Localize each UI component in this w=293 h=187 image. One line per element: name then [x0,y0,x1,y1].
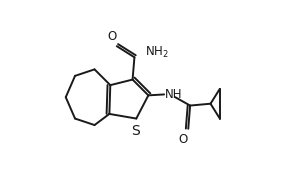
Text: NH: NH [165,88,183,101]
Text: S: S [131,124,140,138]
Text: NH$_2$: NH$_2$ [145,45,168,60]
Text: O: O [179,133,188,146]
Text: O: O [108,30,117,43]
